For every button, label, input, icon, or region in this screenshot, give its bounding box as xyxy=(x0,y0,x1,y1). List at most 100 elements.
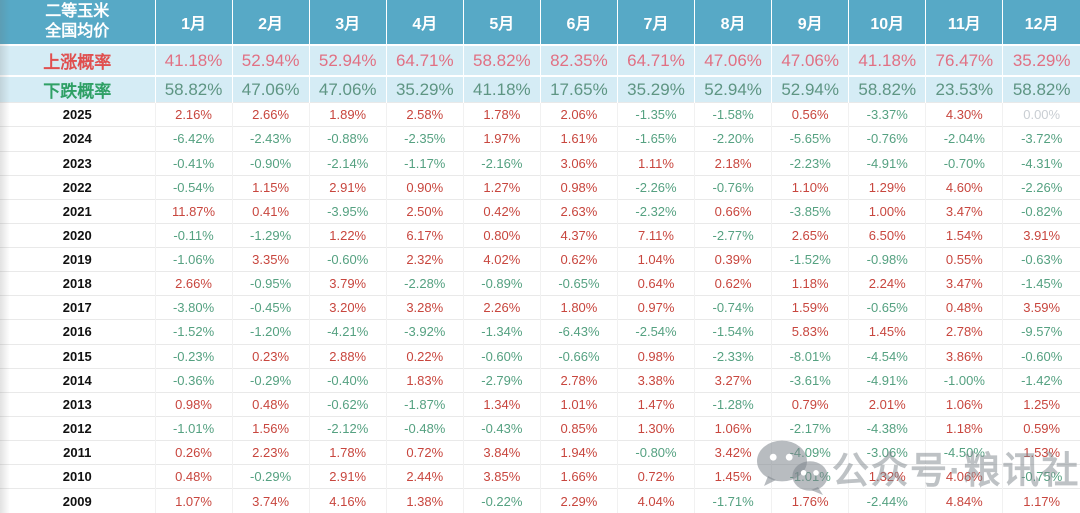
value-cell: 2.66% xyxy=(231,102,310,127)
value-cell: 0.41% xyxy=(231,198,310,224)
value-cell: -3.06% xyxy=(848,440,926,465)
value-cell: 2.32% xyxy=(385,247,464,272)
value-cell: 0.80% xyxy=(462,222,541,248)
value-cell: 1.66% xyxy=(539,464,618,489)
value-cell: -2.28% xyxy=(385,271,464,296)
rise-probability-value: 64.71% xyxy=(385,43,464,77)
fall-probability-value: 52.94% xyxy=(771,75,849,103)
value-cell: -0.65% xyxy=(848,295,926,320)
year-row-2022: 2022 -0.54% 1.15% 2.91% 0.90% 1.27% 0.98% -2.26… xyxy=(0,174,1080,200)
rise-probability-value: 82.35% xyxy=(539,43,618,77)
value-cell: 1.97% xyxy=(462,126,541,152)
value-cell: -2.26% xyxy=(616,174,695,200)
year-row-2012: 2012 -1.01% 1.56% -2.12% -0.48% -0.43% 0.85% 1.… xyxy=(0,415,1080,441)
value-cell: 1.80% xyxy=(539,295,618,320)
fall-probability-value: 23.53% xyxy=(925,75,1003,103)
value-cell: 0.66% xyxy=(694,198,772,224)
year-row-2021: 2021 11.87% 0.41% -3.95% 2.50% 0.42% 2.63% -2.3… xyxy=(0,198,1080,224)
value-cell: 3.28% xyxy=(385,295,464,320)
value-cell: 4.02% xyxy=(462,247,541,272)
year-label: 2017 xyxy=(0,295,155,320)
value-cell: 0.56% xyxy=(771,102,849,127)
fall-probability-value: 47.06% xyxy=(308,75,387,103)
value-cell: -0.89% xyxy=(462,271,541,296)
value-cell: 4.30% xyxy=(925,102,1003,127)
value-cell: 3.06% xyxy=(539,150,618,176)
value-cell: 0.00% xyxy=(1002,102,1080,127)
year-row-2024: 2024 -6.42% -2.43% -0.88% -2.35% 1.97% 1.61% -1… xyxy=(0,126,1080,152)
value-cell: 2.58% xyxy=(385,102,464,127)
value-cell: 1.94% xyxy=(539,440,618,465)
value-cell: 0.22% xyxy=(385,343,464,369)
value-cell: 0.42% xyxy=(462,198,541,224)
year-row-2017: 2017 -3.80% -0.45% 3.20% 3.28% 2.26% 1.80% 0.97… xyxy=(0,295,1080,320)
value-cell: -2.04% xyxy=(925,126,1003,152)
value-cell: 3.42% xyxy=(694,440,772,465)
value-cell: -3.61% xyxy=(771,367,849,393)
value-cell: 1.34% xyxy=(462,391,541,417)
value-cell: 1.17% xyxy=(1002,488,1080,513)
value-cell: -0.40% xyxy=(308,367,387,393)
value-cell: -0.82% xyxy=(1002,198,1080,224)
value-cell: -1.87% xyxy=(385,391,464,417)
value-cell: -0.76% xyxy=(848,126,926,152)
value-cell: -1.42% xyxy=(1002,367,1080,393)
value-cell: 1.07% xyxy=(154,488,233,513)
value-cell: 6.50% xyxy=(848,222,926,248)
value-cell: -1.35% xyxy=(616,102,695,127)
value-cell: -1.00% xyxy=(925,367,1003,393)
value-cell: -0.48% xyxy=(385,415,464,441)
rise-probability-row: 上涨概率 41.18% 52.94% 52.94% 64.71% 58.82% 82.35%… xyxy=(0,43,1080,77)
month-header: 6月 xyxy=(539,0,618,45)
fall-probability-value: 58.82% xyxy=(848,75,926,103)
value-cell: -1.28% xyxy=(694,391,772,417)
value-cell: 1.61% xyxy=(539,126,618,152)
month-header: 12月 xyxy=(1002,0,1080,45)
fall-probability-value: 35.29% xyxy=(385,75,464,103)
fall-probability-row: 下跌概率 58.82% 47.06% 47.06% 35.29% 41.18% 17.65%… xyxy=(0,75,1080,103)
value-cell: -0.36% xyxy=(154,367,233,393)
table-title-line2: 全国均价 xyxy=(45,23,110,40)
value-cell: 1.89% xyxy=(308,102,387,127)
value-cell: -4.91% xyxy=(848,150,926,176)
value-cell: -2.16% xyxy=(462,150,541,176)
month-header: 11月 xyxy=(925,0,1003,45)
year-label: 2015 xyxy=(0,343,155,369)
value-cell: 2.50% xyxy=(385,198,464,224)
value-cell: 3.38% xyxy=(616,367,695,393)
value-cell: 2.63% xyxy=(539,198,618,224)
value-cell: 0.48% xyxy=(231,391,310,417)
fall-probability-value: 17.65% xyxy=(539,75,618,103)
year-label: 2014 xyxy=(0,367,155,393)
value-cell: 1.30% xyxy=(616,415,695,441)
value-cell: -2.26% xyxy=(1002,174,1080,200)
rise-probability-value: 76.47% xyxy=(925,43,1003,77)
year-row-2019: 2019 -1.06% 3.35% -0.60% 2.32% 4.02% 0.62% 1.04… xyxy=(0,247,1080,272)
year-label: 2013 xyxy=(0,391,155,417)
value-cell: -1.17% xyxy=(385,150,464,176)
value-cell: -2.32% xyxy=(616,198,695,224)
value-cell: 2.06% xyxy=(539,102,618,127)
value-cell: 3.59% xyxy=(1002,295,1080,320)
fall-probability-value: 35.29% xyxy=(616,75,695,103)
value-cell: 0.97% xyxy=(616,295,695,320)
value-cell: -1.29% xyxy=(231,222,310,248)
value-cell: -0.70% xyxy=(925,150,1003,176)
value-cell: -0.75% xyxy=(1002,464,1080,489)
rise-probability-value: 58.82% xyxy=(462,43,541,77)
value-cell: 0.23% xyxy=(231,343,310,369)
value-cell: 2.24% xyxy=(848,271,926,296)
month-header: 5月 xyxy=(462,0,541,45)
value-cell: 4.04% xyxy=(616,488,695,513)
value-cell: 3.47% xyxy=(925,198,1003,224)
year-row-2010: 2010 0.48% -0.29% 2.91% 2.44% 3.85% 1.66% 0.72%… xyxy=(0,464,1080,489)
fall-probability-value: 41.18% xyxy=(462,75,541,103)
value-cell: -2.12% xyxy=(308,415,387,441)
value-cell: -0.23% xyxy=(154,343,233,369)
value-cell: -1.01% xyxy=(154,415,233,441)
value-cell: -0.65% xyxy=(539,271,618,296)
value-cell: -0.74% xyxy=(694,295,772,320)
value-cell: -0.29% xyxy=(231,367,310,393)
value-cell: -1.34% xyxy=(462,319,541,345)
